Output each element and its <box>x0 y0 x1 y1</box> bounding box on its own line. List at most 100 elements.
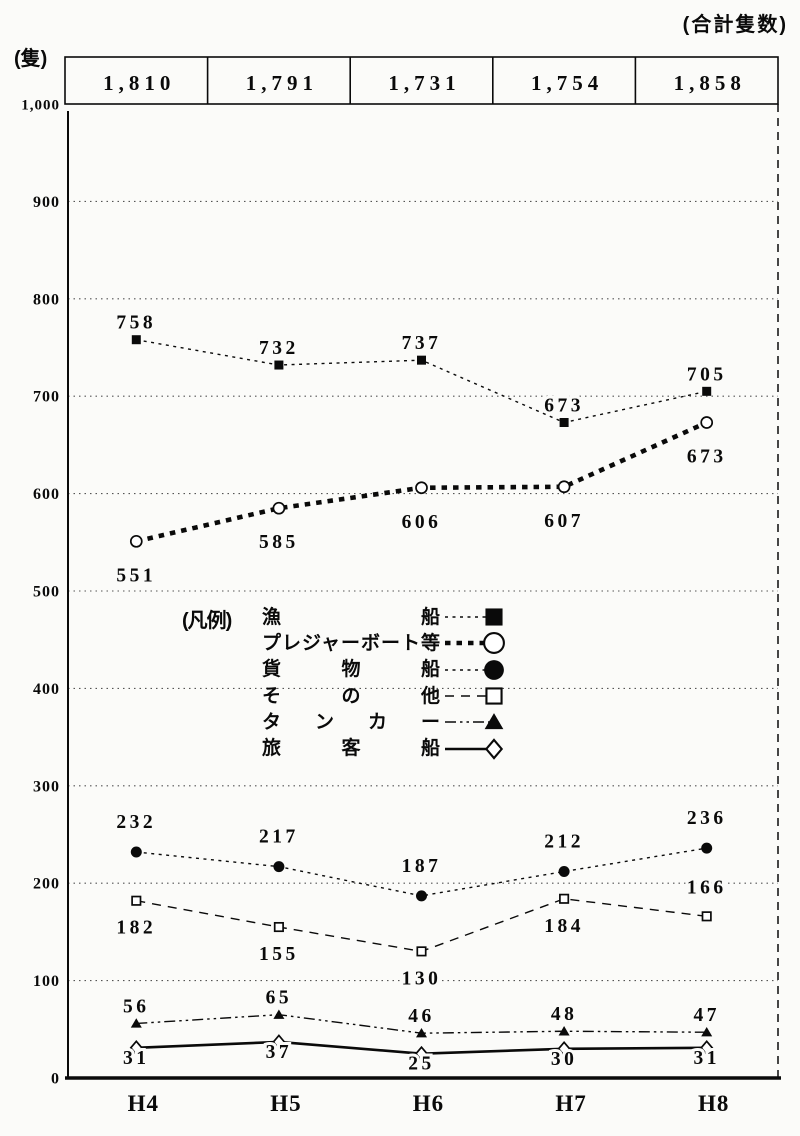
unit-label: (隻) <box>14 48 48 70</box>
y-axis-tick-label: 500 <box>33 584 60 601</box>
y-axis-tick-label: 100 <box>33 973 60 990</box>
fishing-boats-marker <box>559 417 569 427</box>
x-axis-category-label: H4 <box>128 1091 159 1116</box>
legend-row-others: その他 <box>262 683 508 709</box>
total-value: 1,791 <box>246 71 318 95</box>
y-axis-tick-label: 800 <box>33 291 60 308</box>
totals-box <box>64 56 779 105</box>
open-circle-icon <box>272 501 286 515</box>
cargo-ships-marker <box>273 861 285 873</box>
filled-square-icon <box>417 355 426 365</box>
legend-label: 漁船 <box>262 606 440 628</box>
filled-square-icon <box>274 360 284 370</box>
legend: 漁船プレジャーボート等 貨物船その他タンカー旅客船 <box>262 604 508 762</box>
filled-square-icon <box>702 386 712 396</box>
y-axis-tick-label: 400 <box>33 681 60 698</box>
cargo-ships-value-label: 232 <box>116 812 156 833</box>
filled-circle-icon <box>273 861 285 873</box>
legend-row-passenger-ships: 旅客船 <box>262 735 508 761</box>
others-marker <box>701 911 712 922</box>
passenger-ships-value-label: 31 <box>123 1048 150 1069</box>
pleasure-boats-value-label: 673 <box>687 446 727 467</box>
cargo-ships-marker <box>558 866 570 878</box>
cargo-ships-value-label: 212 <box>544 832 584 853</box>
legend-label: タンカー <box>262 711 440 733</box>
others-marker <box>416 946 427 957</box>
legend-row-fishing-boats: 漁船 <box>262 604 508 630</box>
open-circle-icon <box>557 480 571 494</box>
legend-row-cargo-ships: 貨物船 <box>262 657 508 683</box>
legend-label: プレジャーボート等 <box>262 632 440 654</box>
filled-triangle-icon <box>130 1018 142 1028</box>
cargo-ships-marker <box>416 890 427 902</box>
cargo-ships-legend-sample <box>445 659 504 680</box>
tankers-value-label: 48 <box>551 1004 578 1025</box>
filled-circle-icon <box>130 846 142 858</box>
others-marker <box>273 921 284 933</box>
fishing-boats-value-label: 737 <box>402 333 442 354</box>
cargo-ships-value-label: 217 <box>259 827 299 848</box>
others-value-label: 184 <box>544 916 584 937</box>
open-square-icon <box>559 893 570 904</box>
passenger-ships-legend-sample <box>445 737 504 760</box>
y-axis-tick-label: 200 <box>33 876 60 893</box>
filled-square-icon <box>131 335 141 345</box>
pleasure-boats-value-label: 551 <box>116 565 156 586</box>
cargo-ships-marker <box>701 842 713 854</box>
pleasure-boats-marker <box>272 501 286 515</box>
others-marker <box>559 893 570 904</box>
legend-title: (凡例) <box>182 610 232 632</box>
others-value-label: 130 <box>402 968 442 989</box>
fishing-boats-marker <box>131 335 141 345</box>
others-marker <box>131 895 142 906</box>
open-circle-icon <box>483 632 505 655</box>
fishing-boats-value-label: 673 <box>544 395 584 416</box>
tankers-value-label: 47 <box>693 1005 720 1026</box>
legend-label: その他 <box>262 685 440 707</box>
open-diamond-icon <box>414 1045 429 1062</box>
others-value-label: 166 <box>687 877 727 898</box>
open-square-icon <box>701 911 712 922</box>
open-diamond-icon <box>700 1039 714 1056</box>
y-axis-tick-label: 600 <box>33 486 60 503</box>
others-legend-sample <box>445 687 503 705</box>
filled-triangle-icon <box>484 713 504 730</box>
x-axis-category-label: H8 <box>698 1091 729 1116</box>
open-square-icon <box>485 687 503 705</box>
cargo-ships-value-label: 187 <box>402 856 442 877</box>
tankers-marker <box>701 1027 713 1037</box>
passenger-ships-value-label: 25 <box>408 1054 435 1075</box>
total-value: 1,810 <box>103 71 175 95</box>
tankers-marker <box>130 1018 142 1028</box>
filled-triangle-icon <box>558 1026 570 1036</box>
tankers-legend-sample <box>445 713 504 730</box>
passenger-ships-marker <box>272 1034 286 1050</box>
filled-triangle-icon <box>701 1027 713 1037</box>
open-square-icon <box>131 895 142 906</box>
fishing-boats-marker <box>274 360 284 370</box>
fishing-boats-legend-sample <box>445 608 503 626</box>
tankers-marker <box>558 1026 570 1036</box>
filled-circle-icon <box>484 659 504 680</box>
open-circle-icon <box>129 534 143 548</box>
total-count-title: (合計隻数) <box>682 14 788 36</box>
legend-label: 旅客船 <box>262 738 440 760</box>
filled-triangle-icon <box>273 1009 285 1019</box>
filled-square-icon <box>559 417 569 427</box>
legend-label: 貨物船 <box>262 659 440 681</box>
fishing-boats-marker <box>702 386 712 396</box>
cargo-ships-line <box>136 847 707 897</box>
filled-triangle-icon <box>416 1027 427 1038</box>
total-value: 1,731 <box>388 71 460 95</box>
open-diamond-icon <box>129 1039 143 1056</box>
others-value-label: 155 <box>259 944 299 965</box>
fishing-boats-value-label: 732 <box>259 338 299 359</box>
passenger-ships-value-label: 31 <box>693 1048 720 1069</box>
tankers-marker <box>416 1027 427 1038</box>
tankers-value-label: 56 <box>123 996 150 1017</box>
tankers-value-label: 65 <box>266 988 293 1009</box>
tankers-marker <box>273 1009 285 1019</box>
pleasure-boats-value-label: 585 <box>259 532 299 553</box>
